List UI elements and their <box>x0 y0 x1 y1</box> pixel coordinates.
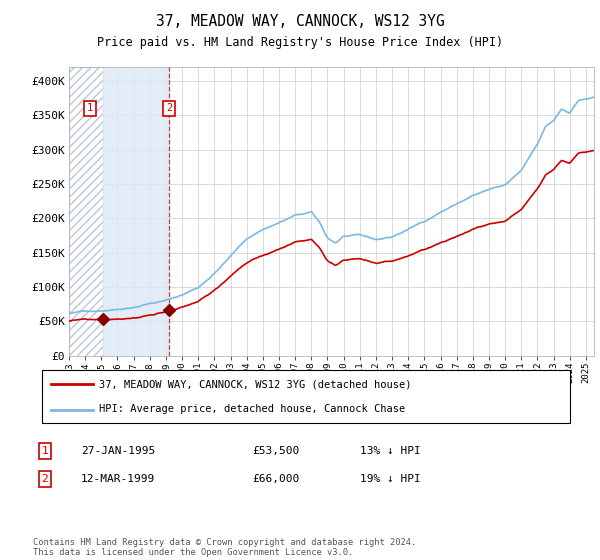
Bar <box>69 67 103 356</box>
Text: 2: 2 <box>166 104 172 114</box>
Text: Contains HM Land Registry data © Crown copyright and database right 2024.
This d: Contains HM Land Registry data © Crown c… <box>33 538 416 557</box>
Text: 27-JAN-1995: 27-JAN-1995 <box>81 446 155 456</box>
Text: £66,000: £66,000 <box>252 474 299 484</box>
Text: £53,500: £53,500 <box>252 446 299 456</box>
Text: 1: 1 <box>87 104 93 114</box>
Text: Price paid vs. HM Land Registry's House Price Index (HPI): Price paid vs. HM Land Registry's House … <box>97 36 503 49</box>
Text: 37, MEADOW WAY, CANNOCK, WS12 3YG (detached house): 37, MEADOW WAY, CANNOCK, WS12 3YG (detac… <box>99 380 412 390</box>
Text: 19% ↓ HPI: 19% ↓ HPI <box>360 474 421 484</box>
Text: 37, MEADOW WAY, CANNOCK, WS12 3YG: 37, MEADOW WAY, CANNOCK, WS12 3YG <box>155 14 445 29</box>
Text: 2: 2 <box>41 474 49 484</box>
Text: 13% ↓ HPI: 13% ↓ HPI <box>360 446 421 456</box>
Text: 12-MAR-1999: 12-MAR-1999 <box>81 474 155 484</box>
Text: 1: 1 <box>41 446 49 456</box>
Text: HPI: Average price, detached house, Cannock Chase: HPI: Average price, detached house, Cann… <box>99 404 405 414</box>
Bar <box>103 67 169 356</box>
